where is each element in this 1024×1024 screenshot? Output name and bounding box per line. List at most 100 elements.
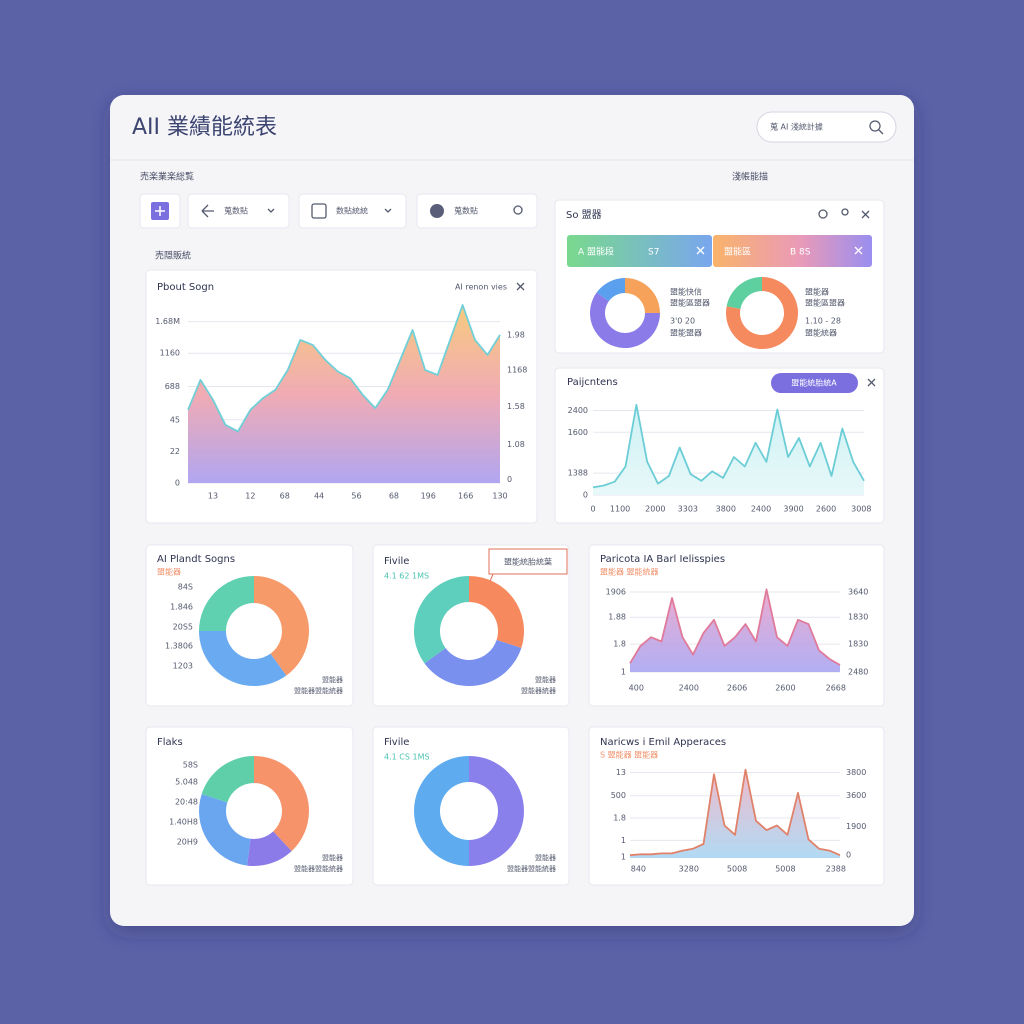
y2-tick-label: 1.58 [507, 402, 525, 411]
close-icon[interactable] [516, 282, 525, 291]
search-box[interactable] [756, 111, 897, 143]
search-icon-handle [878, 129, 884, 135]
search-icon[interactable] [869, 120, 881, 132]
area-fill [630, 769, 840, 858]
close-icon[interactable] [867, 378, 876, 387]
donut-label: 1.40H8 [169, 818, 198, 827]
y-tick-label: 1 [621, 668, 626, 677]
donut-segment [424, 639, 522, 687]
donut-note: 盟能器 [322, 853, 343, 862]
filter-icon [201, 204, 214, 218]
x-tick-label: 5008 [727, 865, 747, 874]
filter-button[interactable] [416, 193, 538, 229]
y2-tick-label: 1830 [848, 613, 868, 622]
panel-title: Paijcntens [567, 377, 618, 388]
donut-label: 盟能區盟器 [670, 298, 710, 308]
donut-label: 58S [183, 761, 198, 770]
y-tick-label: 45 [170, 415, 180, 424]
search-icon[interactable] [513, 205, 523, 215]
donut-segment [625, 278, 660, 313]
y2-tick-label: 0 [507, 475, 512, 484]
donut-note: 盟能器 [535, 675, 556, 684]
panel-title: So 盟器 [566, 209, 602, 221]
y2-tick-label: 2480 [848, 668, 868, 677]
y-tick-label: 1600 [568, 428, 588, 437]
panel-subtitle: S 盟能器 盟能器 [600, 750, 658, 760]
donut-segment [590, 292, 660, 348]
donut-segment [201, 756, 254, 803]
y2-tick-label: 1900 [846, 822, 866, 831]
filter-chip[interactable] [567, 235, 712, 267]
y-tick-label: 13 [616, 768, 626, 777]
x-tick-label: 44 [314, 492, 324, 501]
panel-subtitle: 4.1 CS 1MS [384, 753, 430, 762]
chip-close[interactable] [696, 246, 705, 255]
x-tick-label: 0 [590, 505, 595, 514]
panel-title: Naricws i Emil Apperaces [600, 737, 726, 748]
x-tick-label: 166 [458, 492, 473, 501]
panel-title: Pbout Sogn [157, 282, 214, 293]
x-tick-label: 5008 [775, 865, 795, 874]
x-tick-label: 2388 [826, 865, 846, 874]
donut-segment [469, 576, 525, 648]
donut-label: 1.846 [170, 603, 193, 612]
filter-chip[interactable] [713, 235, 872, 267]
filter-button[interactable] [298, 193, 407, 229]
filter-label: 蒐数貼 [454, 206, 478, 216]
donut-segment [254, 576, 310, 676]
area-line [592, 403, 865, 489]
y2-tick-label: 1.08 [507, 440, 525, 449]
action-label: 盟能統胎統A [791, 378, 837, 388]
search-placeholder: 蒐 AI 淺統計據 [770, 122, 823, 132]
x-tick-label: 2400 [679, 684, 699, 693]
y-tick-label: 500 [611, 791, 626, 800]
donut-segment [726, 277, 799, 350]
panel-title: Fivile [384, 556, 409, 567]
donut-segment [469, 756, 524, 866]
filter-button[interactable] [187, 193, 290, 229]
y-tick-label: 0 [175, 479, 180, 488]
donut-label: 20:48 [175, 798, 198, 807]
filter-icon [311, 203, 327, 219]
filter-label: 蒐数貼 [224, 206, 248, 216]
y-tick-label: 1.68M [155, 317, 180, 326]
donut-note: 盟能器盟能統器 [294, 686, 343, 695]
y-tick-label: 2400 [568, 406, 588, 415]
donut-label: 20S5 [173, 623, 193, 632]
chip-close[interactable] [854, 246, 863, 255]
x-tick-label: 3008 [851, 505, 871, 514]
close-icon[interactable] [861, 210, 870, 219]
x-tick-label: 3900 [783, 505, 803, 514]
panel [372, 726, 570, 886]
donut-label: 盟能統器 [805, 328, 837, 338]
user-icon[interactable] [841, 208, 849, 216]
search-icon[interactable] [818, 209, 828, 219]
area-fill [188, 305, 500, 483]
x-tick-label: 2600 [775, 684, 795, 693]
donut-note: 盟能器統器 [521, 686, 556, 695]
donut-label: 84S [178, 583, 193, 592]
annotation: 盟能統胎統葉 [504, 557, 552, 567]
donut-label: 盟能器 [805, 287, 829, 297]
action-button[interactable] [771, 373, 858, 393]
donut-note: 盟能器盟能統器 [507, 864, 556, 873]
panel-subtitle: 盟能器 盟能統器 [600, 567, 659, 577]
x-tick-label: 196 [421, 492, 436, 501]
section-label: 売隠販統 [155, 250, 191, 262]
donut-label: 1.3806 [165, 642, 193, 651]
x-tick-label: 13 [208, 492, 218, 501]
area-line [187, 304, 501, 433]
x-tick-label: 2668 [826, 684, 846, 693]
donut-segment [247, 831, 292, 867]
donut-label: 盟能區盟器 [805, 298, 845, 308]
y-tick-label: 1 [621, 853, 626, 862]
x-tick-label: 2600 [816, 505, 836, 514]
x-tick-label: 1100 [610, 505, 630, 514]
y2-tick-label: 1830 [848, 640, 868, 649]
x-tick-label: 3280 [679, 865, 699, 874]
x-tick-label: 56 [351, 492, 361, 501]
y-tick-label: 1388 [568, 469, 588, 478]
area-line [629, 768, 841, 857]
y-tick-label: 1906 [606, 587, 626, 596]
